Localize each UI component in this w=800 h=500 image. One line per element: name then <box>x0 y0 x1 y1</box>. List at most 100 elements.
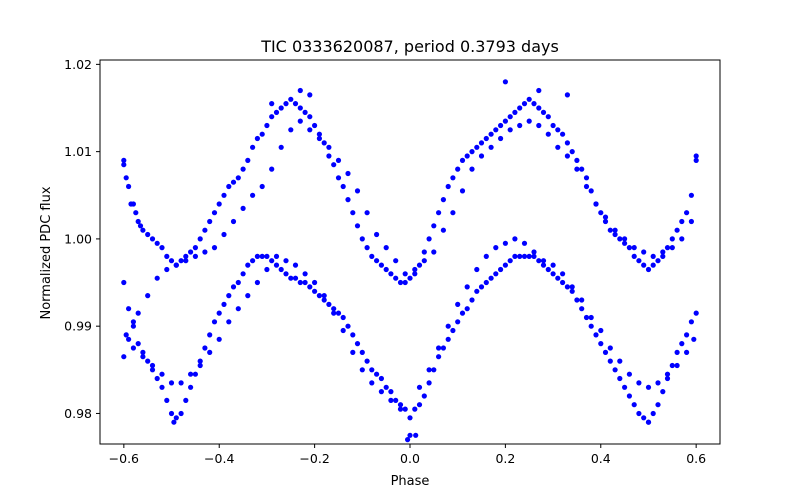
data-point <box>569 149 575 155</box>
data-point <box>378 262 384 268</box>
data-point <box>383 384 389 390</box>
data-point <box>555 144 561 150</box>
data-point <box>269 101 275 107</box>
data-point <box>126 183 132 190</box>
data-point <box>478 284 485 290</box>
data-point <box>655 258 661 264</box>
data-point <box>216 336 222 342</box>
data-point <box>331 306 337 312</box>
data-point <box>297 87 303 94</box>
data-point <box>374 258 380 264</box>
data-point <box>135 310 141 316</box>
data-point <box>335 175 342 181</box>
data-point <box>617 236 623 242</box>
y-tick-label: 1.01 <box>64 144 92 159</box>
data-point <box>564 140 571 146</box>
data-point <box>574 166 580 172</box>
data-point <box>259 131 265 137</box>
data-point <box>159 384 165 390</box>
data-point <box>650 410 656 417</box>
data-point <box>283 101 289 107</box>
data-point <box>173 415 179 421</box>
data-point <box>421 258 427 264</box>
data-point <box>226 319 232 325</box>
data-point <box>526 118 532 124</box>
data-point <box>202 345 208 351</box>
data-point <box>436 345 442 351</box>
x-axis-ticks: −0.6 −0.4 −0.2 0.0 0.2 0.4 0.6 <box>109 444 706 466</box>
data-point <box>192 245 198 251</box>
data-point <box>188 384 194 390</box>
data-point <box>149 236 156 242</box>
data-point <box>660 389 666 395</box>
data-point <box>240 271 246 277</box>
data-point <box>130 323 136 329</box>
chart-title: TIC 0333620087, period 0.3793 days <box>260 37 559 56</box>
data-point <box>278 266 284 273</box>
data-point <box>550 262 556 268</box>
data-point <box>226 183 232 190</box>
data-point <box>488 144 494 150</box>
data-point <box>145 231 151 238</box>
data-point <box>622 384 628 390</box>
data-point <box>593 332 599 338</box>
data-point <box>579 306 585 312</box>
data-point <box>679 236 685 242</box>
data-point <box>464 284 470 290</box>
data-point <box>178 410 184 417</box>
data-point <box>636 380 642 386</box>
data-point <box>230 179 237 185</box>
data-point <box>164 397 170 403</box>
data-point <box>459 188 466 194</box>
data-point <box>405 437 411 443</box>
data-point <box>123 175 129 181</box>
data-point <box>607 358 613 364</box>
data-point <box>622 240 628 246</box>
data-point <box>374 231 380 238</box>
data-point <box>154 375 160 382</box>
data-point <box>512 253 518 259</box>
data-point <box>641 262 647 268</box>
y-axis-ticks: 0.98 0.99 1.00 1.01 1.02 <box>64 57 100 421</box>
data-point <box>230 218 237 225</box>
data-point <box>598 327 604 334</box>
data-point <box>192 371 198 377</box>
data-point <box>221 301 227 307</box>
data-point <box>445 183 451 190</box>
data-point <box>555 275 561 281</box>
data-point <box>531 249 537 255</box>
data-point <box>583 183 590 190</box>
data-point <box>235 175 241 181</box>
data-point <box>622 236 628 242</box>
data-point <box>412 266 418 273</box>
data-point <box>345 170 351 177</box>
data-point <box>631 245 637 251</box>
data-point <box>149 362 156 369</box>
x-tick-label: 0.6 <box>686 451 706 466</box>
data-point <box>211 245 218 251</box>
data-point <box>440 345 446 351</box>
data-point <box>502 118 508 124</box>
data-point <box>297 279 303 286</box>
data-point <box>350 210 356 216</box>
data-point <box>602 214 609 220</box>
data-point <box>583 314 590 321</box>
data-point <box>245 157 251 163</box>
data-point <box>693 310 699 316</box>
data-point <box>154 240 160 246</box>
data-point <box>588 323 594 329</box>
data-point <box>316 293 322 299</box>
data-point <box>123 332 129 338</box>
data-point <box>130 319 136 325</box>
data-point <box>641 249 647 255</box>
data-point <box>502 79 508 85</box>
data-point <box>359 349 365 355</box>
data-point <box>307 127 313 133</box>
data-point <box>507 258 513 264</box>
data-point <box>340 183 346 190</box>
data-point <box>383 266 389 273</box>
data-point <box>583 175 590 181</box>
y-tick-label: 0.98 <box>64 406 92 421</box>
data-point <box>517 105 523 111</box>
data-point <box>598 341 604 347</box>
